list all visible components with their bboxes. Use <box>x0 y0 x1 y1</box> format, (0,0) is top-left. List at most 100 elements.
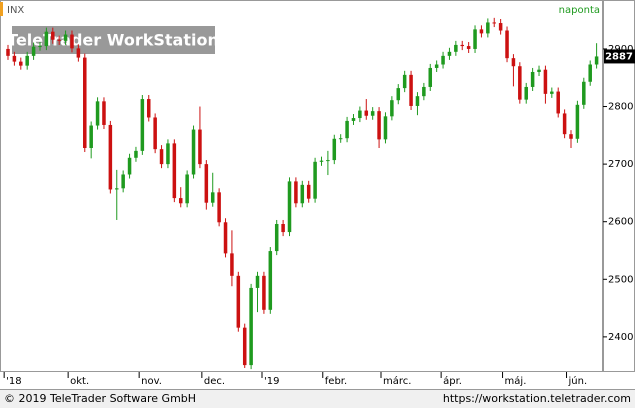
candle-body <box>486 22 490 34</box>
candle-body <box>95 101 100 126</box>
candle-body <box>12 55 17 62</box>
y-tick-label: 2700 <box>608 159 633 170</box>
candle-body <box>146 99 151 118</box>
y-tick-label: 2600 <box>608 217 633 228</box>
candle-body <box>25 55 29 66</box>
candle-body <box>249 287 253 366</box>
x-tick-label: okt. <box>70 376 89 387</box>
candle-body <box>217 192 221 223</box>
candle-body <box>402 74 407 89</box>
x-tick-label: '19 <box>264 376 279 387</box>
candle-body <box>89 125 93 148</box>
candle-body <box>153 117 157 150</box>
candle-body <box>287 181 292 233</box>
x-tick-label: febr. <box>325 376 347 387</box>
candle-body <box>70 34 74 49</box>
candle-body <box>582 81 586 105</box>
footer-url: https://workstation.teletrader.com <box>443 392 631 405</box>
candle-body <box>191 129 196 175</box>
x-tick-label: '18 <box>6 376 21 387</box>
candle-body <box>447 51 452 56</box>
candle-body <box>338 138 343 140</box>
candle-body <box>108 124 113 190</box>
candle-body <box>127 157 132 175</box>
candle-body <box>594 56 599 65</box>
candle-body <box>319 160 324 162</box>
candle-body <box>51 31 55 40</box>
candle-body <box>537 69 541 72</box>
candle-body <box>172 143 177 199</box>
candle-body <box>6 48 10 56</box>
y-tick-label: 2800 <box>608 102 633 113</box>
candle-body <box>505 30 509 59</box>
candle-body <box>556 91 560 114</box>
interval: naponta <box>559 5 600 16</box>
candle-body <box>543 69 548 94</box>
candle-body <box>57 39 61 41</box>
candle-body <box>44 31 49 47</box>
watermark: TeleTrader WorkStation <box>7 31 219 50</box>
candle-body <box>313 161 317 199</box>
candle-body <box>166 143 170 165</box>
candle-body <box>140 99 145 151</box>
last-price-box <box>604 49 635 64</box>
candle-body <box>300 184 305 204</box>
candle-body <box>358 110 362 119</box>
x-axis-area <box>0 372 635 390</box>
candle-body <box>63 34 68 41</box>
candle-body <box>454 44 458 52</box>
x-tick-label: máj. <box>505 375 527 387</box>
candle-body <box>383 116 388 140</box>
x-tick-label: ápr. <box>443 375 462 387</box>
candle-body <box>102 101 106 125</box>
candle-body <box>281 224 285 233</box>
candle-body <box>390 100 394 117</box>
footer-bar <box>0 390 635 408</box>
candle-body <box>422 86 426 97</box>
last-price: 2887 <box>605 51 633 62</box>
candle-body <box>210 192 215 203</box>
copyright: © 2019 TeleTrader Software GmbH <box>4 392 196 405</box>
candle-body <box>274 224 279 252</box>
candle-body <box>242 327 247 366</box>
candle-body <box>518 66 522 100</box>
candle-body <box>31 46 36 56</box>
candle-body <box>326 160 330 162</box>
symbol-marker <box>0 2 3 16</box>
candle-body <box>351 118 356 121</box>
candle-body <box>479 29 484 34</box>
candle-body <box>159 149 164 165</box>
candle-body <box>511 58 516 67</box>
candle-body <box>38 46 42 48</box>
candle-body <box>377 111 381 140</box>
candle-body <box>223 222 228 254</box>
candle-body <box>306 184 311 199</box>
x-tick-label: nov. <box>141 376 162 387</box>
candle-body <box>19 61 23 66</box>
x-tick-label: dec. <box>204 376 225 387</box>
candle-body <box>198 129 202 165</box>
candle-body <box>588 64 592 82</box>
candle-body <box>434 64 439 68</box>
x-tick-label: márc. <box>383 375 411 387</box>
candle-body <box>230 253 234 276</box>
candle-body <box>466 46 471 49</box>
candle-body <box>178 198 183 204</box>
candle-body <box>185 174 189 204</box>
symbol: INX <box>7 5 24 16</box>
candle-body <box>530 71 535 87</box>
candle-body <box>121 174 125 189</box>
candle-body <box>409 74 413 106</box>
candle-body <box>76 48 81 58</box>
candle-body <box>134 150 138 158</box>
x-tick-label: jún. <box>568 375 588 387</box>
candle-body <box>364 110 369 116</box>
candle-body <box>562 113 567 135</box>
candle-body <box>204 164 209 203</box>
candle-body <box>524 86 528 100</box>
candle-body <box>294 181 298 204</box>
candle-body <box>262 275 266 310</box>
candle-body <box>396 88 401 101</box>
candle-body <box>345 120 349 139</box>
